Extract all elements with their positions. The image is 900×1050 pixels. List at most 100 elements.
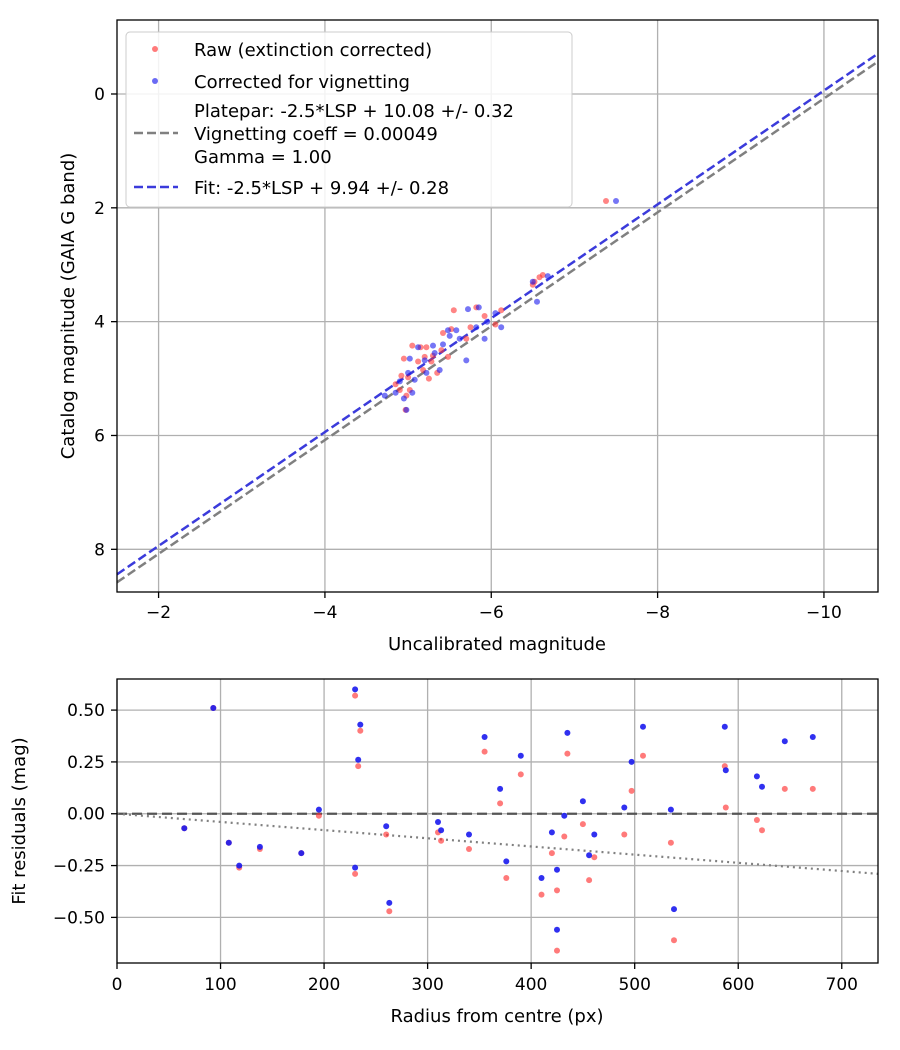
bottom-y-tick-label: −0.50 xyxy=(53,908,105,928)
vignetting-residual-point xyxy=(357,721,364,728)
raw-residual-point xyxy=(579,821,586,828)
bottom-chart-grid xyxy=(116,679,878,963)
vignetting-residual-point xyxy=(386,899,393,906)
bottom-chart-y-ticks: 0.50 0.25 0.00 −0.25 −0.50 xyxy=(53,701,117,928)
legend-box xyxy=(125,31,573,208)
vignetting-point xyxy=(453,327,460,334)
raw-residual-point xyxy=(621,831,628,838)
raw-residual-point xyxy=(722,804,729,811)
top-y-tick-label: 6 xyxy=(94,426,105,446)
raw-residual-point xyxy=(548,850,555,857)
raw-residual-point xyxy=(352,692,359,699)
vignetting-point xyxy=(484,318,491,325)
top-chart-x-axis-label: Uncalibrated magnitude xyxy=(388,634,606,655)
vignetting-residual-point xyxy=(481,734,488,740)
vignetting-point xyxy=(430,342,436,349)
raw-point xyxy=(445,353,451,360)
vignetting-point xyxy=(381,392,388,399)
vignetting-residual-point xyxy=(256,843,263,850)
vignetting-residual-point xyxy=(781,738,788,745)
bottom-chart-reference-lines xyxy=(116,812,879,875)
vignetting-residual-point xyxy=(554,866,560,873)
vignetting-point xyxy=(446,332,453,339)
bottom-x-tick-label: 300 xyxy=(411,975,443,995)
vignetting-point xyxy=(406,355,413,362)
vignetting-residual-point xyxy=(621,804,628,811)
platepar-line xyxy=(116,60,879,584)
vignetting-residual-point xyxy=(236,862,243,869)
bottom-x-tick-label: 700 xyxy=(826,975,858,995)
vignetting-residual-point xyxy=(438,827,445,834)
raw-point xyxy=(409,342,416,349)
vignetting-residual-point xyxy=(759,783,765,790)
vignetting-point xyxy=(440,341,446,348)
vignetting-residual-point xyxy=(181,825,188,832)
raw-residual-point xyxy=(386,908,393,915)
vignetting-point xyxy=(436,367,443,373)
raw-point xyxy=(400,355,407,362)
raw-point xyxy=(428,358,435,365)
raw-residual-point xyxy=(554,947,560,954)
raw-point xyxy=(405,374,412,381)
raw-residual-point xyxy=(781,785,788,792)
vignetting-residual-point xyxy=(628,758,635,765)
vignetting-residual-point xyxy=(466,831,472,838)
bottom-chart-y-axis-label: Fit residuals (mag) xyxy=(9,737,30,904)
vignetting-point xyxy=(421,357,428,364)
raw-point xyxy=(463,335,470,342)
vignetting-residual-point xyxy=(383,823,390,830)
raw-point xyxy=(392,381,399,388)
vignetting-point xyxy=(403,406,410,413)
vignetting-residual-point xyxy=(564,729,571,736)
vignetting-residual-point xyxy=(809,734,816,740)
vignetting-point xyxy=(405,369,412,376)
raw-residual-point xyxy=(640,752,646,759)
vignetting-point xyxy=(473,324,480,331)
raw-point xyxy=(450,307,457,314)
fit-residuals-chart: 0 100 200 300 400 500 600 700 0.50 0.25 0.00 −0.25… xyxy=(9,678,879,1027)
vignetting-residual-point xyxy=(210,705,217,711)
top-chart-points xyxy=(381,198,619,413)
vignetting-point xyxy=(492,310,499,317)
vignetting-point xyxy=(445,327,451,334)
raw-residual-point xyxy=(497,800,504,807)
top-y-tick-label: 2 xyxy=(94,199,105,219)
raw-point xyxy=(415,358,422,365)
raw-residual-point xyxy=(517,771,524,778)
raw-residual-point xyxy=(628,787,635,794)
top-chart-frame xyxy=(116,19,879,593)
raw-point xyxy=(425,375,432,382)
vignetting-residual-point xyxy=(435,819,441,825)
raw-residual-point xyxy=(759,827,765,834)
vignetting-residual-point xyxy=(721,723,728,730)
raw-residual-point xyxy=(352,870,359,877)
vignetting-residual-point xyxy=(225,839,232,846)
top-chart-y-ticks: 0 2 4 6 8 xyxy=(94,85,117,560)
vignetting-residual-point xyxy=(591,831,598,838)
vignetting-residual-point xyxy=(579,798,586,805)
raw-point xyxy=(467,324,474,331)
bottom-y-tick-label: 0.25 xyxy=(67,753,105,773)
vignetting-residual-point xyxy=(640,723,646,730)
raw-point xyxy=(603,198,609,204)
vignetting-point xyxy=(534,298,540,305)
raw-residual-point xyxy=(438,837,445,844)
raw-residual-point xyxy=(667,839,674,846)
raw-residual-point xyxy=(561,833,568,840)
legend-vignetting-marker xyxy=(152,78,158,84)
vignetting-point xyxy=(411,376,418,383)
legend-platepar-label-line2: Vignetting coeff = 0.00049 xyxy=(194,124,438,145)
legend-platepar-label-line1: Platepar: -2.5*LSP + 10.08 +/- 0.32 xyxy=(194,101,514,122)
bottom-chart-frame xyxy=(116,678,879,964)
vignetting-residual-point xyxy=(352,864,359,871)
bottom-x-tick-label: 600 xyxy=(722,975,754,995)
raw-residual-point xyxy=(753,817,760,823)
vignetting-point xyxy=(431,350,438,356)
top-chart-x-ticks: −2 −4 −6 −8 −10 xyxy=(146,592,842,623)
raw-residual-point xyxy=(538,891,545,898)
bottom-x-tick-label: 0 xyxy=(112,975,123,995)
raw-point xyxy=(536,274,543,281)
bottom-x-tick-label: 100 xyxy=(204,975,236,995)
vignetting-point xyxy=(544,273,551,280)
